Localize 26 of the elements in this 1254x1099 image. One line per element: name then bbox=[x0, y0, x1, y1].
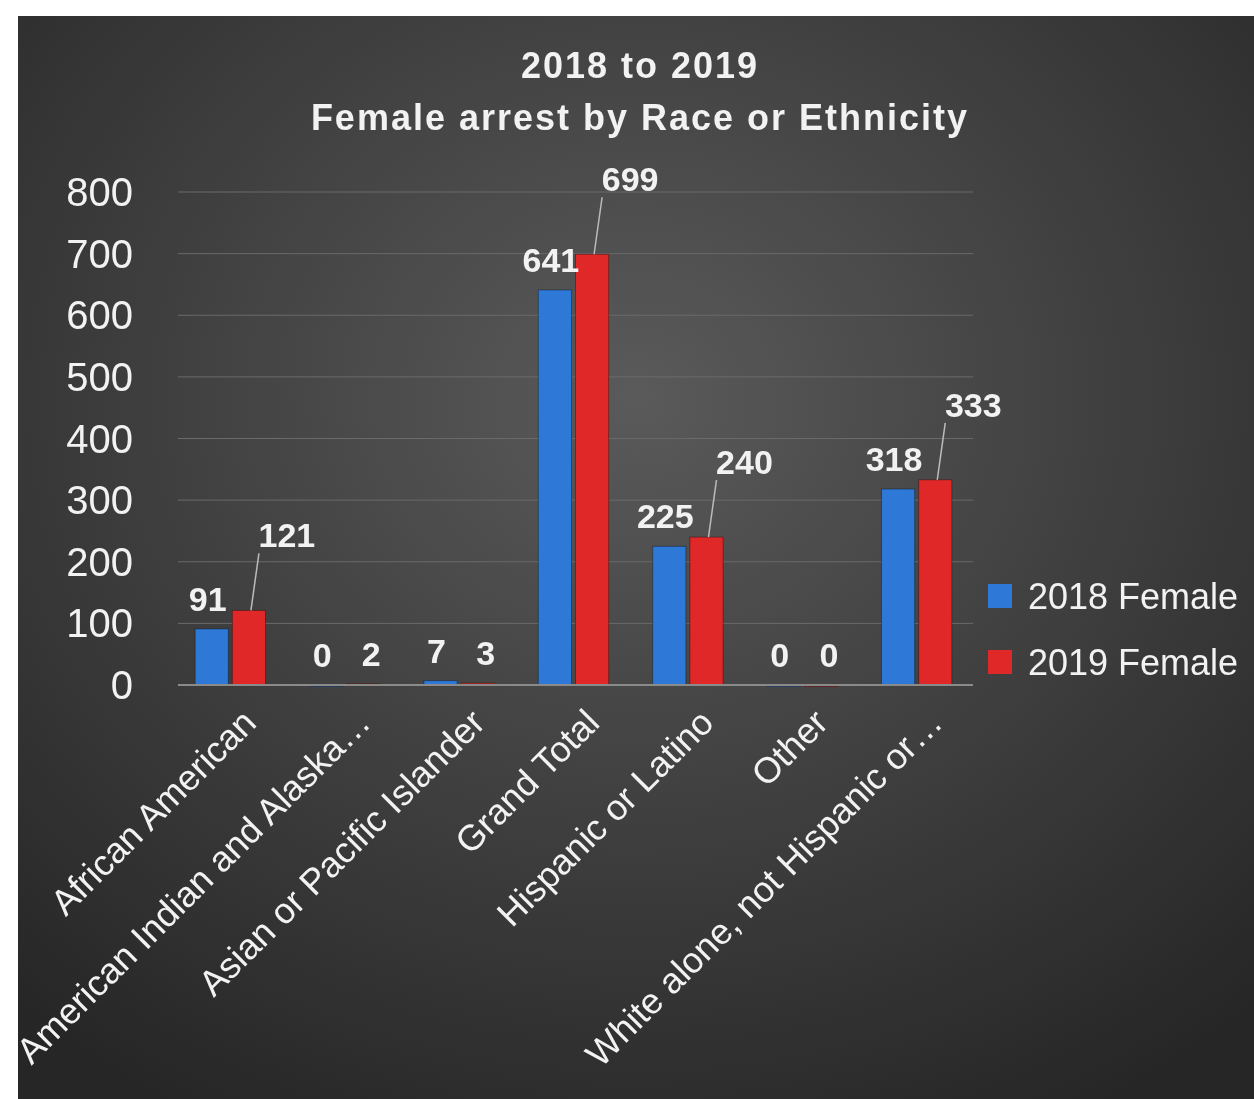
data-label: 699 bbox=[601, 160, 659, 199]
y-tick-label: 600 bbox=[66, 293, 133, 338]
y-tick-label: 800 bbox=[66, 170, 133, 214]
data-label: 240 bbox=[716, 443, 773, 482]
data-label: 333 bbox=[944, 385, 1002, 424]
data-label: 641 bbox=[522, 240, 580, 279]
data-label: 225 bbox=[636, 497, 694, 536]
chart-title: 2018 to 2019 Female arrest by Race or Ethnicity bbox=[310, 45, 970, 138]
data-label: 91 bbox=[188, 579, 227, 618]
data-label: 0 bbox=[819, 636, 839, 674]
data-label: 0 bbox=[770, 636, 790, 674]
y-tick-label: 200 bbox=[66, 539, 133, 584]
legend-label: 2018 Female bbox=[1028, 575, 1239, 617]
data-label: 121 bbox=[258, 516, 316, 555]
data-label: 318 bbox=[865, 440, 923, 479]
y-tick-label: 100 bbox=[66, 601, 133, 646]
y-tick-label: 0 bbox=[110, 663, 133, 707]
text: 2019 Female bbox=[1028, 641, 1239, 683]
y-tick-label: 500 bbox=[66, 354, 133, 399]
y-tick-label: 400 bbox=[66, 416, 133, 461]
data-label: 7 bbox=[427, 631, 446, 670]
data-label: 0 bbox=[312, 636, 332, 674]
data-label: 2 bbox=[361, 634, 381, 673]
data-label: 3 bbox=[476, 634, 496, 673]
y-tick-label: 700 bbox=[66, 231, 133, 276]
y-tick-label: 300 bbox=[66, 478, 133, 523]
